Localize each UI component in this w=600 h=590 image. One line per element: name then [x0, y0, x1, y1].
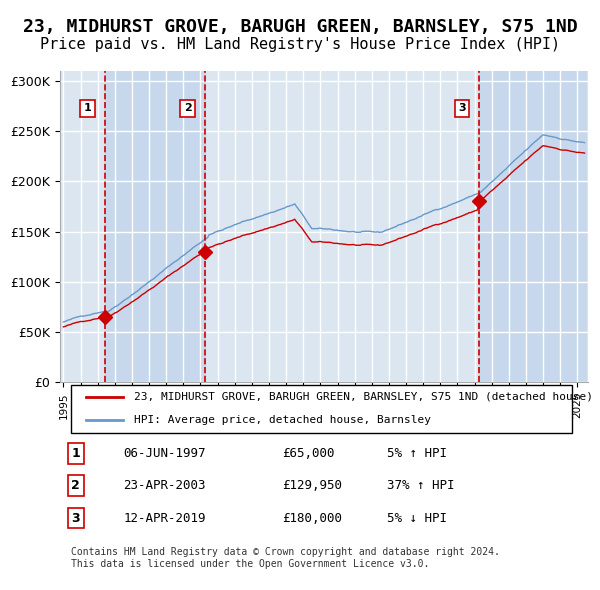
Text: 1: 1 — [84, 103, 92, 113]
Text: 23, MIDHURST GROVE, BARUGH GREEN, BARNSLEY, S75 1ND: 23, MIDHURST GROVE, BARUGH GREEN, BARNSL… — [23, 18, 577, 35]
Text: HPI: Average price, detached house, Barnsley: HPI: Average price, detached house, Barn… — [134, 415, 431, 425]
Text: 5% ↓ HPI: 5% ↓ HPI — [388, 512, 448, 525]
Text: 23, MIDHURST GROVE, BARUGH GREEN, BARNSLEY, S75 1ND (detached house): 23, MIDHURST GROVE, BARUGH GREEN, BARNSL… — [134, 392, 593, 402]
Text: 2: 2 — [71, 479, 80, 492]
Text: 23-APR-2003: 23-APR-2003 — [124, 479, 206, 492]
Text: £65,000: £65,000 — [282, 447, 334, 460]
Text: 06-JUN-1997: 06-JUN-1997 — [124, 447, 206, 460]
Text: 3: 3 — [71, 512, 80, 525]
Text: Price paid vs. HM Land Registry's House Price Index (HPI): Price paid vs. HM Land Registry's House … — [40, 37, 560, 52]
Text: 5% ↑ HPI: 5% ↑ HPI — [388, 447, 448, 460]
Text: £129,950: £129,950 — [282, 479, 342, 492]
Text: £180,000: £180,000 — [282, 512, 342, 525]
Bar — [479, 71, 586, 382]
Text: Contains HM Land Registry data © Crown copyright and database right 2024.
This d: Contains HM Land Registry data © Crown c… — [71, 547, 499, 569]
FancyBboxPatch shape — [71, 385, 572, 433]
Text: 12-APR-2019: 12-APR-2019 — [124, 512, 206, 525]
Bar — [105, 71, 205, 382]
Text: 3: 3 — [458, 103, 466, 113]
Text: 37% ↑ HPI: 37% ↑ HPI — [388, 479, 455, 492]
Text: 1: 1 — [71, 447, 80, 460]
Text: 2: 2 — [184, 103, 191, 113]
